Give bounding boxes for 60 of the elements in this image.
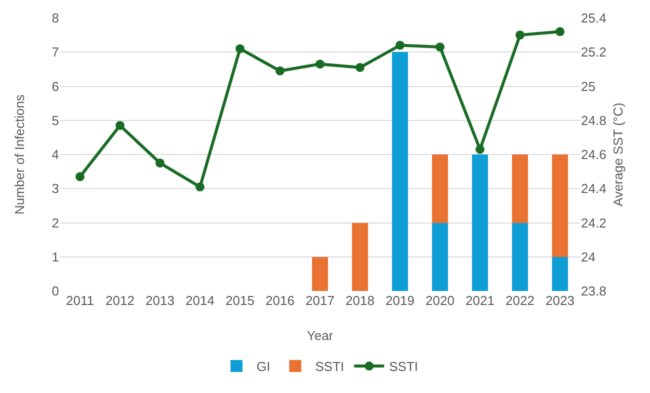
x-axis-title: Year xyxy=(306,328,334,343)
bar xyxy=(432,222,448,291)
y2-tick-label: 25.4 xyxy=(581,10,606,26)
point xyxy=(356,62,364,72)
point xyxy=(436,42,444,52)
point xyxy=(156,158,164,168)
y-tick-label: 1 xyxy=(52,249,59,264)
bar xyxy=(472,154,488,291)
bar xyxy=(512,222,528,291)
bar xyxy=(312,256,328,291)
point xyxy=(476,144,484,154)
point xyxy=(556,27,564,36)
bar xyxy=(552,256,568,291)
point xyxy=(316,60,324,69)
y2-tick-label: 24.8 xyxy=(581,112,606,128)
x-tick-label: 2013 xyxy=(146,293,174,308)
point xyxy=(396,40,404,50)
point xyxy=(116,120,124,130)
y2-tick-label: 24.6 xyxy=(581,147,606,162)
y-tick-label: 4 xyxy=(52,147,59,162)
point xyxy=(516,30,524,40)
y2-tick-label: 25 xyxy=(581,78,596,94)
x-tick-label: 2017 xyxy=(306,293,334,308)
y2-tick-label: 24 xyxy=(581,249,596,264)
x-tick-label: 2015 xyxy=(226,293,254,308)
y2-tick-label: 24.2 xyxy=(581,215,606,230)
y2-tick-label: 23.8 xyxy=(581,284,606,299)
point xyxy=(196,182,204,192)
y2-tick-label: 24.4 xyxy=(581,181,606,196)
y-tick-label: 6 xyxy=(52,78,59,94)
x-tick-label: 2016 xyxy=(266,293,294,308)
x-tick-label: 2019 xyxy=(386,293,414,308)
x-tick-label: 2023 xyxy=(546,293,574,308)
point xyxy=(276,66,284,76)
bar xyxy=(432,154,448,223)
legend-label: GI xyxy=(256,359,270,374)
bar xyxy=(552,154,568,257)
y-tick-label: 8 xyxy=(52,10,59,26)
y2-tick-label: 25.2 xyxy=(581,44,606,60)
point xyxy=(76,172,84,182)
x-tick-label: 2012 xyxy=(106,293,134,308)
legend-label: SSTI xyxy=(315,359,344,374)
bar xyxy=(512,154,528,223)
x-tick-label: 2014 xyxy=(186,293,214,308)
bar xyxy=(392,52,408,291)
y-tick-label: 3 xyxy=(52,181,59,196)
point xyxy=(236,44,244,54)
y-tick-label: 2 xyxy=(52,215,59,230)
x-tick-label: 2018 xyxy=(346,293,374,308)
x-tick-label: 2011 xyxy=(66,293,94,308)
y-axis-title: Number of Infections xyxy=(12,94,27,214)
x-tick-label: 2022 xyxy=(506,293,534,308)
legend-label: SSTI xyxy=(389,359,418,374)
y-tick-label: 7 xyxy=(52,44,59,60)
y2-axis-title: Average SST (°C) xyxy=(610,102,626,206)
y-tick-label: 5 xyxy=(52,112,59,128)
x-tick-label: 2020 xyxy=(426,293,454,308)
x-tick-label: 2021 xyxy=(466,293,494,308)
bar xyxy=(352,222,368,291)
y-tick-label: 0 xyxy=(52,284,59,299)
